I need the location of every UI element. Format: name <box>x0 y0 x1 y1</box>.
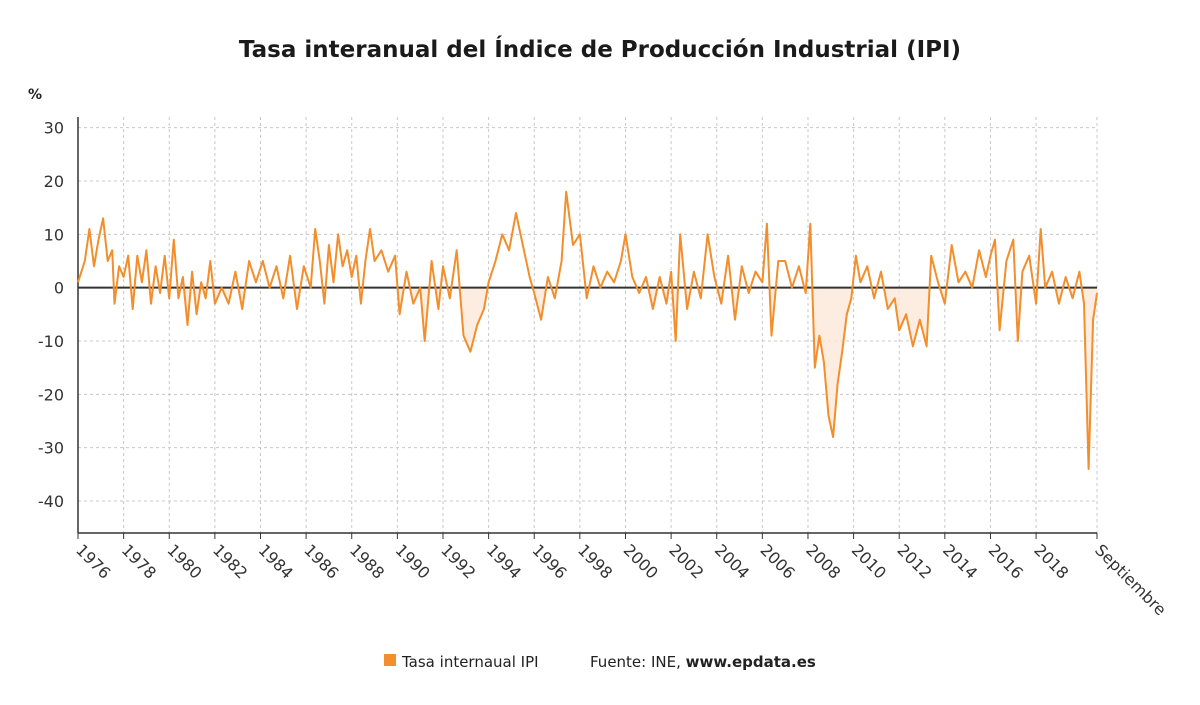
y-tick-labels: 30 20 10 0 -10 -20 -30 -40 <box>38 119 64 511</box>
x-tick-label: 1998 <box>574 540 616 582</box>
x-tick-label: 1984 <box>255 540 297 582</box>
x-tick-label: 1990 <box>392 540 434 582</box>
legend-label: Tasa internaual IPI <box>401 653 539 671</box>
x-tick-label: 2012 <box>893 540 935 582</box>
negative-area-fill <box>78 287 1097 469</box>
x-tick-label: 1978 <box>118 540 160 582</box>
x-tick-label: 2000 <box>620 540 662 582</box>
x-tick-label: 1980 <box>163 540 205 582</box>
y-tick-label: -10 <box>38 332 64 351</box>
x-tick-label: 1994 <box>483 540 525 582</box>
x-tick-label: Septiembre <box>1091 540 1170 619</box>
x-tick-label: 2014 <box>939 540 981 582</box>
y-tick-label: 20 <box>44 172 64 191</box>
negative-area <box>78 287 1097 469</box>
legend: Tasa internaual IPI Fuente: INE, www.epd… <box>384 653 816 671</box>
x-tick-labels: 1976 1978 1980 1982 1984 1986 1988 1990 1992 1994… <box>72 540 1170 619</box>
axes <box>77 117 1098 539</box>
x-tick-label: 1996 <box>528 540 570 582</box>
series-line-ipi <box>77 190 1098 470</box>
x-tick-label: 2010 <box>848 540 890 582</box>
series-layer <box>77 190 1098 470</box>
y-axis-unit: % <box>28 87 42 103</box>
source-link[interactable]: www.epdata.es <box>686 653 816 671</box>
y-tick-label: -40 <box>38 492 64 511</box>
x-tick-label: 2016 <box>985 540 1027 582</box>
y-tick-label: 10 <box>44 225 64 244</box>
y-tick-label: 0 <box>54 279 64 298</box>
x-tick-label: 1988 <box>346 540 388 582</box>
y-tick-label: 30 <box>44 119 64 138</box>
y-tick-label: -30 <box>38 439 64 458</box>
y-tick-label: -20 <box>38 385 64 404</box>
source-note: Fuente: INE, www.epdata.es <box>590 653 816 671</box>
x-tick-label: 2002 <box>665 540 707 582</box>
grid-lines <box>77 117 1098 533</box>
x-tick-label: 1982 <box>209 540 251 582</box>
x-tick-label: 1992 <box>437 540 479 582</box>
chart-title: Tasa interanual del Índice de Producción… <box>239 35 961 63</box>
x-tick-label: 2006 <box>757 540 799 582</box>
x-tick-label: 1986 <box>300 540 342 582</box>
x-tick-label: 2018 <box>1030 540 1072 582</box>
x-tick-label: 1976 <box>72 540 114 582</box>
x-tick-label: 2008 <box>802 540 844 582</box>
legend-swatch <box>384 654 396 666</box>
x-tick-label: 2004 <box>711 540 753 582</box>
source-label: Fuente: INE, <box>590 653 686 671</box>
